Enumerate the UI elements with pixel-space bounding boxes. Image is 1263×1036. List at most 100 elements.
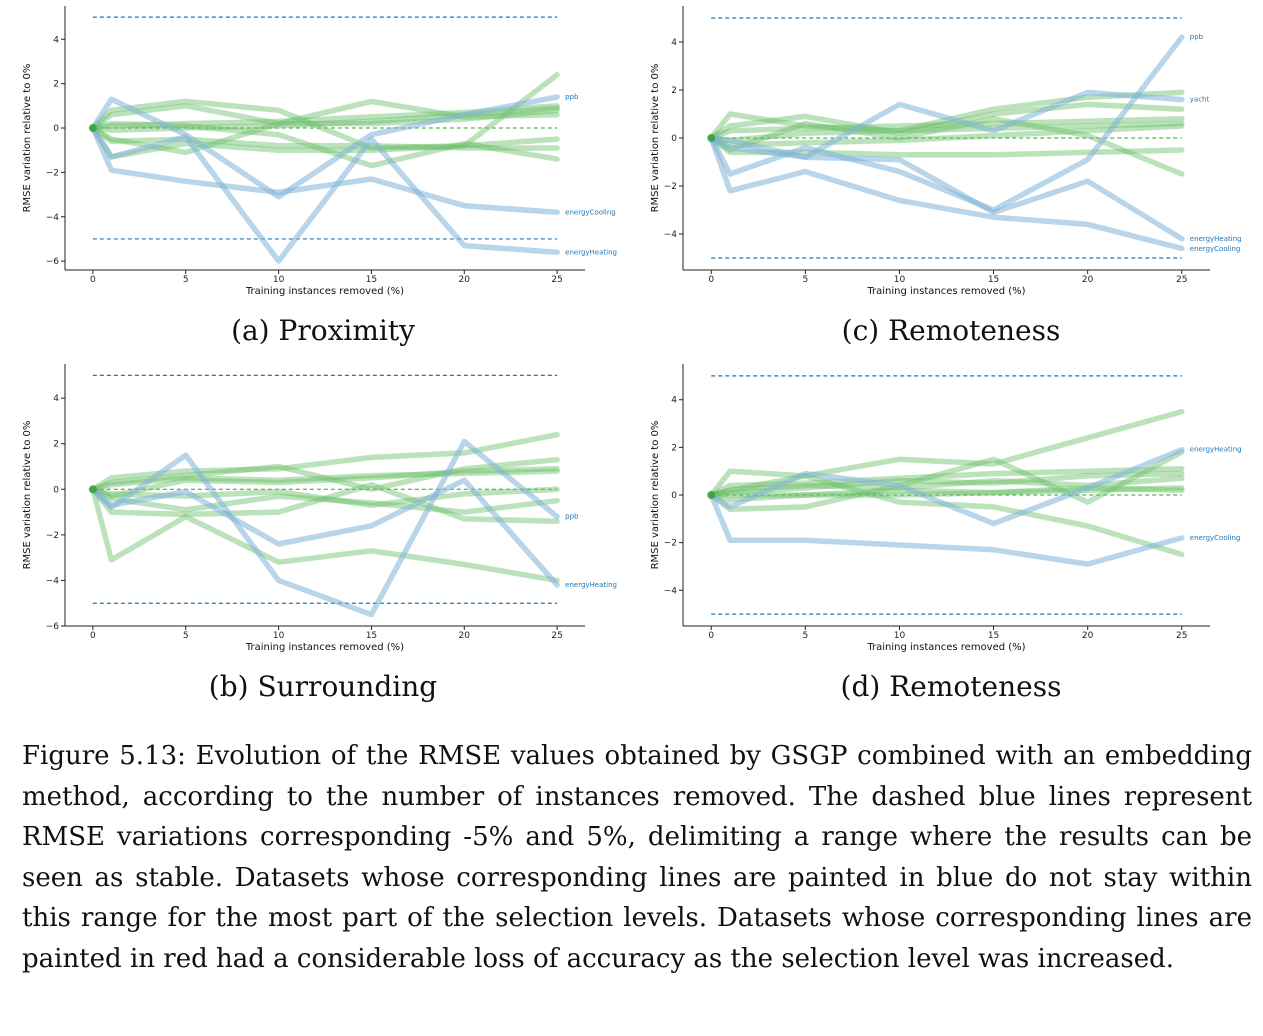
y-tick-label: 4 <box>53 394 59 404</box>
series-label-yacht: yacht <box>1190 96 1210 104</box>
series-line-g1 <box>708 89 1185 141</box>
y-tick-label: −4 <box>664 230 678 240</box>
series-label-energyHeating: energyHeating <box>565 248 617 256</box>
x-tick-label: 15 <box>366 275 377 285</box>
y-tick-label: 2 <box>671 443 677 453</box>
chart-surrounding: 0 5 10 15 20 25 −6 −4 −2 0 2 4 Training instances re… <box>22 364 617 653</box>
series-label-ppb: ppb <box>1190 33 1204 41</box>
x-tick-label: 5 <box>802 631 808 641</box>
x-tick-label: 20 <box>1082 275 1094 285</box>
y-tick-label: −2 <box>664 539 677 549</box>
x-tick-label: 15 <box>366 631 377 641</box>
x-tick-label: 10 <box>273 275 285 285</box>
series-label-energyCooling: energyCooling <box>565 208 616 216</box>
origin-point <box>707 134 716 142</box>
series-line-g2 <box>708 101 1185 141</box>
chart-remoteness-c: 0 5 10 15 20 25 −4 −2 0 2 4 Training instances remo… <box>650 6 1242 297</box>
y-tick-label: 4 <box>671 396 677 406</box>
series-line-g4 <box>708 135 1185 158</box>
x-axis-label: Training instances removed (%) <box>245 286 404 297</box>
chart-remoteness-d: 0 5 10 15 20 25 −4 −2 0 2 4 Training instances remo… <box>650 364 1242 653</box>
y-tick-label: −2 <box>664 182 677 192</box>
y-axis-label: RMSE variation relative to 0% <box>22 64 33 213</box>
subcaption-a: (a) Proximity <box>231 314 415 347</box>
series-line-g1 <box>708 408 1185 498</box>
subcaption-c: (c) Remoteness <box>841 314 1061 347</box>
x-axis-label: Training instances removed (%) <box>866 642 1025 653</box>
chart-proximity: 0 5 10 15 20 25 −6 −4 −2 0 2 4 Training instances re… <box>22 6 617 297</box>
y-tick-label: −4 <box>46 576 60 586</box>
y-tick-label: −2 <box>46 531 59 541</box>
x-tick-label: 15 <box>988 275 999 285</box>
x-tick-label: 25 <box>551 275 562 285</box>
series-line-energyHeating <box>90 125 560 264</box>
x-tick-label: 10 <box>894 631 906 641</box>
series-line-g2 <box>90 431 560 493</box>
series-label-energyHeating: energyHeating <box>565 581 617 589</box>
y-tick-label: −2 <box>46 168 59 178</box>
series-line-g3 <box>90 481 560 524</box>
x-tick-label: 25 <box>1176 631 1187 641</box>
y-tick-label: −4 <box>664 586 678 596</box>
series-line-g5 <box>90 466 560 499</box>
series-line-g1 <box>90 486 560 584</box>
y-axis-label: RMSE variation relative to 0% <box>22 421 33 570</box>
series-line-energyCooling <box>708 492 1185 567</box>
y-tick-label: 4 <box>53 35 59 45</box>
x-tick-label: 20 <box>459 631 471 641</box>
series-line-g1 <box>90 72 560 151</box>
series-line-ppb <box>708 34 1185 213</box>
series-line-g2 <box>708 468 1185 558</box>
series-label-energyCooling: energyCooling <box>1190 245 1241 253</box>
series-line-g4 <box>708 466 1185 498</box>
subcaption-d: (d) Remoteness <box>840 670 1062 703</box>
series-line-energyCooling <box>708 135 1185 252</box>
subcaption-b: (b) Surrounding <box>208 670 438 703</box>
x-tick-label: 25 <box>551 631 562 641</box>
x-tick-label: 0 <box>90 631 96 641</box>
x-tick-label: 25 <box>1176 275 1187 285</box>
series-line-g7 <box>90 468 560 493</box>
y-tick-label: 0 <box>671 134 677 144</box>
y-tick-label: 2 <box>53 440 59 450</box>
series-line-energyHeating <box>708 135 1185 242</box>
series-label-ppb: ppb <box>565 93 579 101</box>
y-tick-label: 2 <box>53 80 59 90</box>
y-tick-label: −6 <box>46 257 60 267</box>
series-line-yacht <box>708 89 1185 160</box>
series-line-g8 <box>90 486 560 509</box>
origin-point <box>88 485 97 494</box>
series-label-energyHeating: energyHeating <box>1190 446 1242 454</box>
series-line-g4 <box>90 456 560 493</box>
origin-point <box>88 124 97 133</box>
series-line-g5 <box>708 116 1185 141</box>
y-tick-label: 4 <box>671 38 677 48</box>
x-tick-label: 15 <box>988 631 999 641</box>
x-tick-label: 5 <box>802 275 808 285</box>
series-label-energyHeating: energyHeating <box>1190 235 1242 243</box>
y-axis-label: RMSE variation relative to 0% <box>650 64 661 213</box>
origin-point <box>707 491 716 499</box>
y-tick-label: −4 <box>46 213 60 223</box>
series-line-g4 <box>90 103 560 131</box>
x-tick-label: 0 <box>90 275 96 285</box>
series-line-energyHeating <box>90 477 560 588</box>
figure-caption: Figure 5.13: Evolution of the RMSE value… <box>22 741 1252 974</box>
x-tick-label: 20 <box>1082 631 1094 641</box>
x-tick-label: 0 <box>708 275 714 285</box>
x-tick-label: 10 <box>894 275 906 285</box>
y-tick-label: 0 <box>53 124 59 134</box>
series-line-g2 <box>90 120 560 169</box>
y-tick-label: 0 <box>53 485 59 495</box>
x-tick-label: 0 <box>708 631 714 641</box>
x-tick-label: 5 <box>183 631 189 641</box>
series-line-energyCooling <box>90 125 560 216</box>
series-label-ppb: ppb <box>565 513 579 521</box>
x-tick-label: 20 <box>459 275 471 285</box>
x-axis-label: Training instances removed (%) <box>866 286 1025 297</box>
series-line-g6 <box>90 125 560 151</box>
series-label-energyCooling: energyCooling <box>1190 534 1241 542</box>
x-tick-label: 5 <box>183 275 189 285</box>
y-tick-label: 2 <box>671 86 677 96</box>
series-line-energyHeating <box>708 446 1185 527</box>
